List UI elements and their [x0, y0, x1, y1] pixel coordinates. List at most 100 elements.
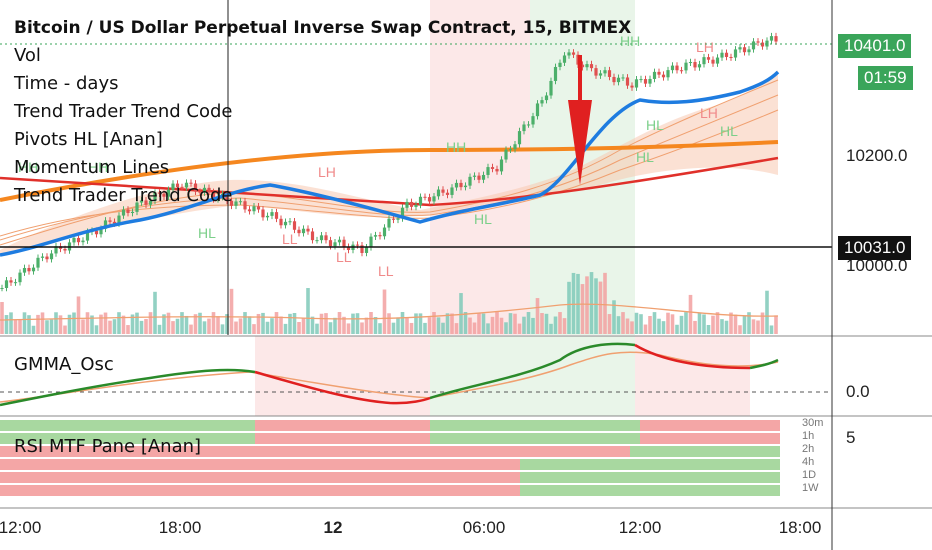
rsi-row-segment [0, 485, 520, 496]
volume-bar [198, 312, 202, 334]
volume-bar [738, 325, 742, 334]
candle-body [409, 201, 414, 207]
candle-body [130, 211, 135, 214]
volume-bar [67, 314, 72, 334]
candle-body [441, 189, 445, 193]
volume-bar [666, 312, 670, 334]
volume-bar [81, 319, 85, 334]
candle-body [373, 235, 378, 237]
volume-bar [630, 321, 634, 334]
candle-body [103, 220, 108, 229]
volume-bar [697, 312, 702, 334]
volume-bar [378, 323, 382, 334]
candle-body [288, 221, 292, 223]
volume-bar [148, 312, 153, 334]
legend-item-momentum[interactable]: Momentum Lines [14, 157, 170, 178]
candle-body [297, 229, 301, 234]
candle-body [418, 196, 423, 205]
candle-body [243, 201, 247, 210]
candle-body [193, 183, 198, 192]
x-tick-label: 12:00 [618, 518, 662, 537]
volume-bar [612, 300, 616, 334]
pivot-label: HL [720, 123, 738, 139]
x-tick-label: 12 [323, 518, 343, 537]
legend-item-trend-trader[interactable]: Trend Trader Trend Code [14, 101, 233, 122]
volume-bar [108, 320, 112, 334]
volume-bar [477, 313, 481, 334]
candle-body [333, 242, 337, 247]
volume-bar [625, 318, 630, 334]
candle-body [697, 64, 702, 68]
volume-bar [553, 316, 558, 334]
volume-bar [562, 318, 567, 334]
volume-bar [360, 322, 364, 334]
volume-bar [594, 278, 598, 334]
session-band [635, 336, 750, 416]
chart-title: Bitcoin / US Dollar Perpetual Inverse Sw… [14, 18, 632, 38]
volume-bar [657, 318, 661, 334]
volume-bar [342, 316, 346, 334]
volume-bar [346, 323, 351, 334]
candle-body [85, 231, 90, 241]
volume-bar [238, 318, 243, 334]
candle-body [594, 68, 598, 76]
volume-bar [54, 312, 58, 334]
rsi-row-segment [255, 420, 430, 431]
volume-bar [369, 312, 373, 334]
candle-body [382, 227, 387, 237]
volume-bar [4, 315, 9, 334]
candle-body [571, 52, 576, 55]
volume-bar [247, 316, 252, 334]
candle-body [189, 182, 193, 184]
volume-bar [229, 288, 234, 334]
candle-body [648, 78, 652, 84]
legend-item-pivots[interactable]: Pivots HL [Anan] [14, 129, 163, 150]
rsi-row-segment [0, 446, 630, 457]
candle-body [396, 218, 400, 220]
volume-bar [531, 317, 535, 334]
volume-bar [324, 313, 328, 334]
volume-bar [693, 320, 697, 334]
x-tick-label: 18:00 [158, 518, 202, 537]
legend-item-time-days[interactable]: Time - days [14, 73, 119, 94]
candle-body [657, 71, 661, 75]
volume-bar [283, 323, 288, 334]
legend-item-vol[interactable]: Vol [14, 45, 41, 66]
candle-body [229, 200, 234, 206]
candle-body [580, 64, 585, 68]
volume-bar [468, 317, 472, 334]
volume-bar [58, 315, 63, 334]
candle-body [679, 70, 684, 72]
candle-body [535, 103, 540, 117]
volume-bar [720, 319, 724, 334]
candle-body [36, 257, 40, 268]
candle-body [733, 49, 738, 58]
volume-bar [166, 312, 171, 334]
volume-bar [535, 298, 540, 334]
candle-body [261, 209, 265, 218]
candle-body [315, 240, 319, 242]
pivot-label: HL [646, 117, 664, 133]
legend-item-trend-trader-2[interactable]: Trend Trader Trend Code [14, 185, 233, 206]
volume-bar [328, 322, 333, 334]
volume-bar [472, 322, 477, 334]
candle-body [45, 256, 49, 260]
volume-bar [234, 321, 238, 334]
volume-bar [702, 314, 706, 334]
volume-bar [747, 312, 751, 334]
candle-body [481, 174, 486, 180]
volume-bar [508, 313, 513, 334]
gmma-osc-red-line [254, 370, 431, 405]
rsi-timeframe-label: 1D [802, 469, 817, 481]
candle-body [702, 57, 706, 65]
candle-body [630, 85, 634, 88]
candle-body [747, 49, 751, 53]
volume-bar [270, 318, 274, 334]
candle-body [670, 65, 675, 71]
volume-bar [135, 312, 139, 334]
candle-body [49, 253, 54, 260]
candle-body [558, 62, 562, 67]
candle-body [711, 59, 715, 64]
volume-bar [724, 320, 729, 334]
volume-bar [207, 318, 211, 334]
